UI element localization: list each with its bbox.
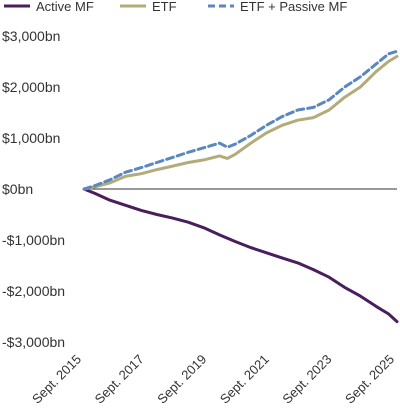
legend-label-etf: ETF — [152, 0, 177, 14]
series-line-etf-passive-mf — [82, 49, 399, 191]
x-tick-label: Sept. 2017 — [92, 352, 147, 407]
x-tick-label: Sept. 2025 — [342, 352, 397, 407]
y-tick-label: $3,000bn — [2, 28, 60, 44]
y-tick-label: -$1,000bn — [2, 232, 65, 248]
y-tick-label: $1,000bn — [2, 130, 60, 146]
x-axis-ticks: Sept. 2015 Sept. 2017 Sept. 2019 Sept. 2021… — [29, 352, 397, 407]
x-tick-label: Sept. 2021 — [217, 352, 272, 407]
y-tick-label: -$3,000bn — [2, 334, 65, 350]
y-axis-ticks: $3,000bn $2,000bn $1,000bn $0bn -$1,000bn -$2… — [2, 28, 65, 350]
x-tick-label: Sept. 2023 — [279, 352, 334, 407]
legend-label-etf-passive-mf: ETF + Passive MF — [240, 0, 347, 14]
x-tick-label: Sept. 2019 — [154, 352, 209, 407]
y-tick-label: $0bn — [2, 181, 33, 197]
y-tick-label: $2,000bn — [2, 79, 60, 95]
legend: Active MF ETF ETF + Passive MF — [4, 0, 347, 14]
x-tick-label: Sept. 2015 — [29, 352, 84, 407]
y-tick-label: -$2,000bn — [2, 283, 65, 299]
series-line-etf — [82, 54, 399, 191]
series-lines — [82, 49, 399, 324]
series-line-active-mf — [82, 187, 399, 324]
legend-label-active-mf: Active MF — [36, 0, 94, 14]
